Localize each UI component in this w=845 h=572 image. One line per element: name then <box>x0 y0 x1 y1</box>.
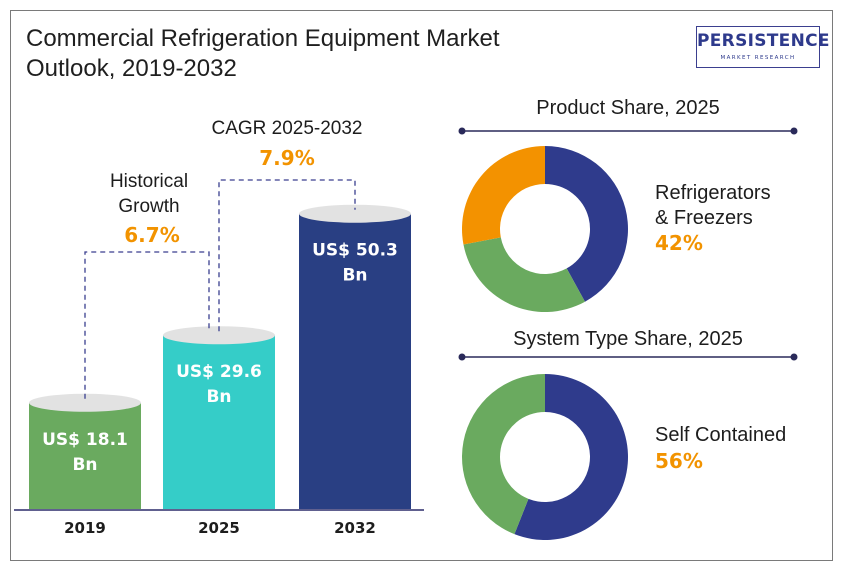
historical-growth-value: 6.7% <box>124 223 179 247</box>
product-share-section: Product Share, 2025 Refrigerators & Free… <box>458 97 798 313</box>
bar-value-label: US$ 29.6 <box>176 362 262 382</box>
title-line-1: Commercial Refrigeration Equipment Marke… <box>26 25 500 52</box>
brand-logo: PERSISTENCE MARKET RESEARCH <box>696 26 830 68</box>
x-tick-label: 2032 <box>334 519 376 537</box>
product-label-line-2: & Freezers <box>655 207 753 229</box>
donut-slice <box>462 374 545 535</box>
page-title: Commercial Refrigeration Equipment Marke… <box>26 24 626 84</box>
cagr-bracket <box>218 179 356 332</box>
logo-main-text: PERSISTENCE <box>697 31 830 51</box>
rule-dot-left <box>458 127 466 135</box>
logo-sub-text: MARKET RESEARCH <box>720 55 796 61</box>
product-share-title: Product Share, 2025 <box>536 97 719 119</box>
cagr-label: CAGR 2025-2032 <box>211 118 362 139</box>
system-label-line-1: Self Contained <box>655 424 786 446</box>
infographic-frame <box>10 10 833 561</box>
donut-slice <box>461 146 545 245</box>
system-type-donut <box>462 374 628 540</box>
rule-dot-right <box>790 127 798 135</box>
bar-top-cap <box>163 326 275 345</box>
system-share-value: 56% <box>655 449 703 473</box>
system-type-section: System Type Share, 2025 Self Contained 5… <box>458 328 798 540</box>
bar-2032 <box>299 213 411 509</box>
product-share-value: 42% <box>655 231 703 255</box>
product-label-line-1: Refrigerators <box>655 182 771 204</box>
system-type-title: System Type Share, 2025 <box>513 328 743 350</box>
donut-slice <box>514 374 628 540</box>
rule-dot-left <box>458 353 466 361</box>
bar-2025 <box>163 335 275 509</box>
historical-label-line-2: Growth <box>118 196 179 217</box>
bar-value-label: Bn <box>342 266 367 286</box>
x-tick-label: 2025 <box>198 519 240 537</box>
bar-value-label: Bn <box>206 387 231 407</box>
title-line-2: Outlook, 2019-2032 <box>26 55 237 82</box>
bar-2019 <box>29 402 141 509</box>
rule-dot-right <box>790 353 798 361</box>
bar-top-cap <box>299 204 411 223</box>
bar-value-label: Bn <box>72 455 97 475</box>
historical-bracket <box>84 251 210 399</box>
bar-value-label: US$ 18.1 <box>42 430 128 450</box>
x-tick-label: 2019 <box>64 519 106 537</box>
donut-slice <box>463 237 585 313</box>
bar-value-label: US$ 50.3 <box>312 241 398 261</box>
product-share-donut <box>461 146 628 313</box>
bar-top-cap <box>29 393 141 412</box>
bar-chart: US$ 18.1 Bn 2019 US$ 29.6 Bn 2025 US$ 50.3 Bn 20… <box>29 204 411 537</box>
donut-slice <box>545 146 628 302</box>
cagr-value: 7.9% <box>259 146 314 170</box>
historical-label-line-1: Historical <box>110 171 188 192</box>
growth-annotations: Historical Growth 6.7% CAGR 2025-2032 7.9% <box>84 118 363 399</box>
